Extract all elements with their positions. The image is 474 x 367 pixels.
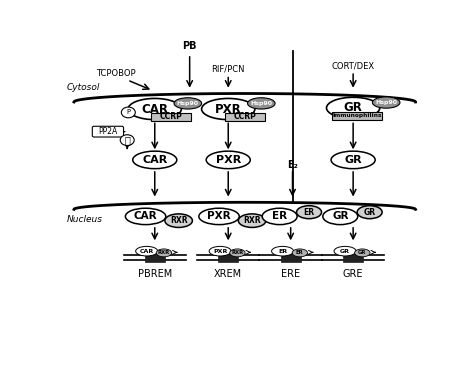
Ellipse shape (230, 249, 245, 257)
Text: CAR: CAR (139, 249, 154, 254)
Text: Ⓟ: Ⓟ (124, 135, 130, 145)
Ellipse shape (201, 98, 255, 120)
Bar (343, 253, 363, 262)
Ellipse shape (357, 206, 382, 219)
Text: ER: ER (278, 249, 287, 254)
Bar (332, 112, 382, 120)
Text: RXR: RXR (243, 216, 261, 225)
Text: GR: GR (340, 249, 350, 254)
Ellipse shape (238, 214, 266, 228)
Text: GR: GR (332, 211, 348, 221)
Text: RIF/PCN: RIF/PCN (211, 65, 245, 74)
Ellipse shape (209, 246, 231, 256)
Ellipse shape (174, 98, 201, 109)
Text: GR: GR (344, 101, 363, 115)
Ellipse shape (136, 246, 158, 256)
Ellipse shape (355, 249, 370, 257)
Ellipse shape (206, 151, 250, 169)
Text: PBREM: PBREM (137, 269, 172, 279)
Text: Immunophilins: Immunophilins (332, 113, 382, 118)
Text: P: P (126, 109, 130, 116)
Text: GRE: GRE (343, 269, 364, 279)
Text: CAR: CAR (142, 155, 167, 165)
Text: CORT/DEX: CORT/DEX (332, 62, 374, 70)
Ellipse shape (297, 206, 321, 219)
Text: Hsp90: Hsp90 (177, 101, 199, 106)
Text: GR: GR (364, 208, 376, 217)
Text: PXR: PXR (213, 249, 228, 254)
Ellipse shape (199, 208, 239, 225)
Text: CCRP: CCRP (160, 112, 183, 121)
Ellipse shape (272, 246, 293, 256)
Bar (225, 113, 265, 121)
Text: CAR: CAR (141, 102, 168, 116)
Text: ER: ER (272, 211, 287, 221)
FancyBboxPatch shape (92, 126, 124, 137)
Ellipse shape (247, 98, 275, 109)
Ellipse shape (262, 208, 297, 225)
Ellipse shape (334, 246, 356, 256)
Text: E₂: E₂ (287, 160, 298, 170)
Text: ER: ER (296, 250, 304, 255)
Circle shape (121, 107, 135, 118)
Ellipse shape (125, 208, 166, 225)
Bar (145, 253, 165, 262)
Text: RXR: RXR (158, 250, 170, 255)
Ellipse shape (373, 97, 400, 108)
Text: TCPOBOP: TCPOBOP (96, 69, 136, 78)
Bar (281, 253, 301, 262)
Circle shape (120, 135, 134, 145)
Text: ERE: ERE (281, 269, 300, 279)
Text: Hsp90: Hsp90 (250, 101, 272, 106)
Text: GR: GR (344, 155, 362, 165)
Ellipse shape (156, 249, 172, 257)
Ellipse shape (133, 151, 177, 169)
Text: CCRP: CCRP (233, 112, 256, 121)
Text: XREM: XREM (214, 269, 242, 279)
Text: PB: PB (182, 41, 197, 51)
Ellipse shape (331, 151, 375, 169)
Ellipse shape (128, 98, 182, 120)
Text: ER: ER (303, 208, 315, 217)
Text: GR: GR (358, 250, 366, 255)
Text: PXR: PXR (215, 102, 242, 116)
Text: CAR: CAR (134, 211, 157, 221)
Text: Nucleus: Nucleus (66, 215, 102, 224)
Text: Hsp90: Hsp90 (375, 100, 397, 105)
Ellipse shape (165, 214, 192, 228)
Text: PP2A: PP2A (98, 127, 118, 136)
Ellipse shape (327, 97, 380, 119)
Text: RXR: RXR (170, 216, 187, 225)
Text: RXR: RXR (231, 250, 244, 255)
Text: PXR: PXR (216, 155, 241, 165)
Text: PXR: PXR (207, 211, 231, 221)
Text: Cytosol: Cytosol (66, 83, 100, 92)
Bar (218, 253, 238, 262)
Bar (151, 113, 191, 121)
Ellipse shape (323, 208, 358, 225)
Ellipse shape (292, 249, 308, 257)
